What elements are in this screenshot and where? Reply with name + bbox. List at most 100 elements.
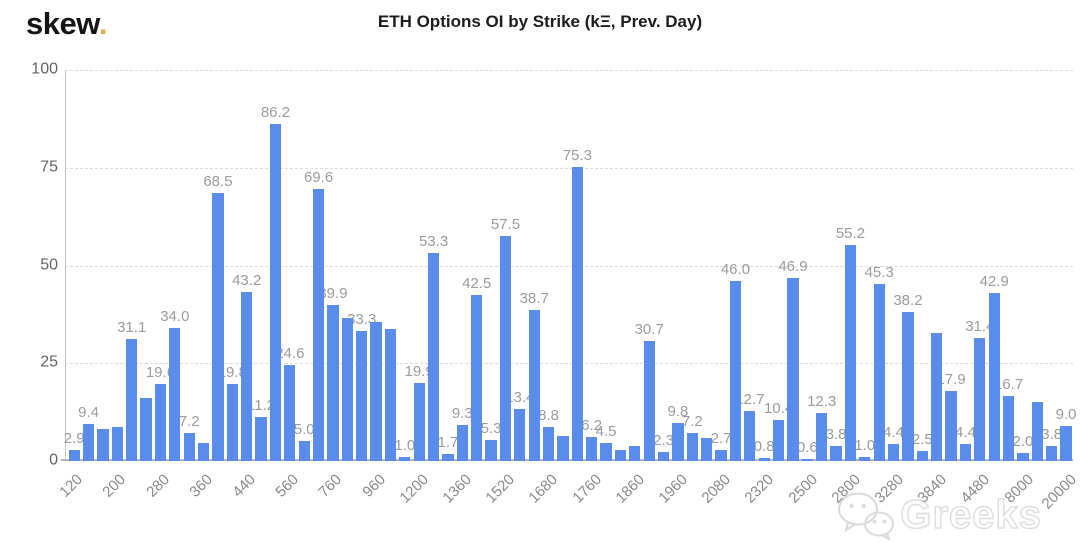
bar-value-label: 4.5 — [595, 423, 617, 441]
bar-value-label: 9.4 — [78, 404, 99, 422]
bar-slot — [369, 70, 383, 461]
watermark-text: Greeks — [900, 492, 1042, 538]
chart-title: ETH Options OI by Strike (kΞ, Prev. Day) — [377, 12, 703, 31]
bar-value-label: 42.5 — [462, 274, 492, 292]
bar — [600, 443, 612, 461]
bar-slot: 4.5 — [596, 70, 616, 461]
bar — [571, 166, 583, 461]
bar-slot: 68.5 — [203, 70, 233, 461]
x-tick-label: 2080 — [698, 471, 735, 507]
bar-value-label: 42.9 — [979, 273, 1009, 291]
x-tick-label: 440 — [229, 471, 260, 501]
y-tick-label: 50 — [40, 256, 58, 274]
bar-value-label: 19.8 — [217, 363, 247, 381]
bar — [557, 435, 569, 461]
bar — [413, 383, 425, 461]
bar — [399, 457, 411, 461]
bar-slot: 46.0 — [721, 70, 750, 461]
bar-slot — [196, 70, 210, 461]
bar-slot: 7.2 — [682, 70, 703, 461]
bar-slot: 3.8 — [826, 70, 846, 461]
bar-slot: 12.3 — [807, 70, 836, 461]
bar — [787, 277, 799, 461]
bar — [887, 443, 900, 461]
bar-slot — [110, 70, 124, 461]
bar — [298, 441, 310, 461]
bar-slot: 46.9 — [778, 70, 808, 461]
x-tick-label: 1760 — [568, 471, 605, 507]
bar-value-label: 12.7 — [735, 391, 765, 409]
bar-value-label: 31.4 — [965, 318, 995, 336]
bar — [241, 292, 253, 461]
bar — [701, 437, 713, 461]
bar — [657, 452, 670, 461]
bar-value-label: 6.2 — [581, 416, 603, 434]
x-tick-label: 280 — [142, 471, 173, 501]
bar-slot: 5.0 — [294, 70, 315, 461]
gridline — [65, 167, 1073, 169]
bar-value-label: 3.8 — [1041, 426, 1063, 444]
bar-slot: 0.6 — [797, 70, 818, 461]
bar — [772, 420, 785, 461]
bar-value-label: 16.7 — [993, 375, 1024, 393]
bar-slot: 31.1 — [117, 70, 146, 461]
bar-value-label: 2.0 — [1012, 433, 1034, 451]
bar — [729, 281, 742, 461]
bar-slot — [139, 70, 153, 461]
bar — [643, 340, 655, 461]
bar-slot: 53.3 — [419, 70, 448, 461]
x-tick-label: 20000 — [1038, 471, 1080, 513]
bar — [197, 443, 210, 461]
logo-text: skew — [26, 6, 99, 41]
bar — [916, 451, 928, 461]
bar — [974, 338, 986, 461]
bar — [715, 450, 727, 461]
bar — [356, 330, 368, 461]
bar — [485, 440, 497, 461]
bar — [672, 422, 684, 461]
bar-slot: 10.4 — [764, 70, 793, 461]
bar — [686, 432, 698, 461]
bar-slot: 38.7 — [520, 70, 549, 461]
bar-slot: 1.0 — [394, 70, 415, 461]
bar — [873, 283, 885, 461]
watermark: Greeks — [834, 489, 1042, 541]
bar — [269, 123, 282, 461]
bar-slot: 13.4 — [505, 70, 534, 461]
bar — [140, 398, 152, 461]
bar — [1002, 395, 1015, 461]
bar-value-label: 2.5 — [911, 431, 933, 449]
bar-slot: 9.3 — [452, 70, 473, 461]
bar — [988, 293, 1000, 461]
bar-slot: 75.3 — [563, 70, 592, 461]
bar-value-label: 5.0 — [293, 421, 315, 439]
bar-value-label: 2.9 — [63, 429, 85, 447]
bar-slot: 4.4 — [883, 70, 904, 461]
bar-slot: 1.0 — [854, 70, 875, 461]
bar-slot: 16.7 — [994, 70, 1023, 461]
bar-value-label: 45.3 — [864, 263, 894, 281]
bar — [312, 188, 325, 461]
bar-slot — [613, 70, 627, 461]
bar — [255, 417, 267, 461]
bar — [1046, 446, 1058, 461]
bar — [1060, 425, 1072, 461]
bar — [183, 432, 195, 461]
bar-value-label: 46.9 — [778, 257, 808, 275]
bar-value-label: 9.8 — [667, 402, 689, 420]
bar-value-label: 1.0 — [854, 437, 876, 455]
logo-dot: . — [98, 6, 108, 41]
bar — [859, 457, 871, 461]
bar-value-label: 24.6 — [275, 344, 305, 362]
bar — [844, 245, 857, 461]
bar-slot: 3.8 — [1041, 70, 1062, 461]
bar — [111, 427, 123, 461]
x-tick-label: 1680 — [525, 471, 562, 507]
x-tick-label: 2320 — [741, 471, 778, 507]
bar-slot — [96, 70, 110, 461]
bar — [629, 446, 641, 461]
x-tick-label: 1960 — [655, 471, 692, 507]
y-tick-label: 100 — [31, 60, 58, 78]
bar-value-label: 68.5 — [203, 173, 233, 191]
bar — [97, 429, 109, 461]
